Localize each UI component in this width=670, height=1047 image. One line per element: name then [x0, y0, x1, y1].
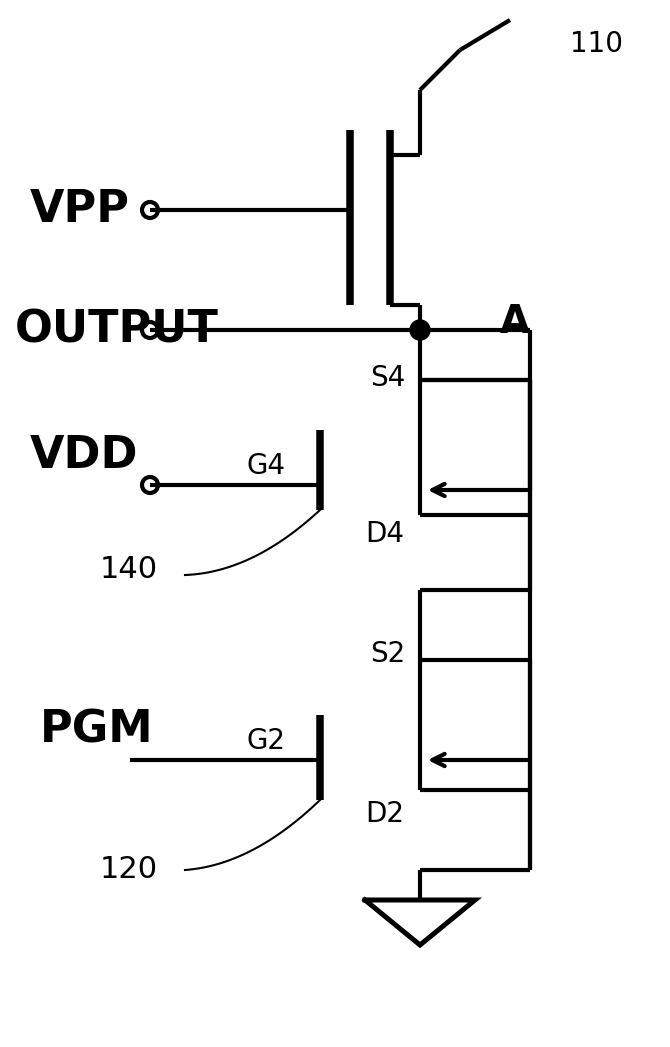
Text: 120: 120 [100, 855, 158, 885]
Text: OUTPUT: OUTPUT [15, 309, 219, 352]
Text: A: A [500, 303, 530, 341]
Text: S2: S2 [370, 640, 405, 668]
Text: 110: 110 [570, 30, 623, 58]
Text: PGM: PGM [40, 709, 153, 752]
Text: D4: D4 [365, 520, 404, 548]
Text: D2: D2 [365, 800, 404, 828]
Text: S4: S4 [370, 364, 405, 392]
Text: 140: 140 [100, 556, 158, 584]
Text: VDD: VDD [30, 433, 139, 476]
Text: G4: G4 [246, 452, 285, 480]
Text: VPP: VPP [30, 188, 130, 231]
Text: G2: G2 [246, 727, 285, 755]
Circle shape [410, 320, 430, 340]
